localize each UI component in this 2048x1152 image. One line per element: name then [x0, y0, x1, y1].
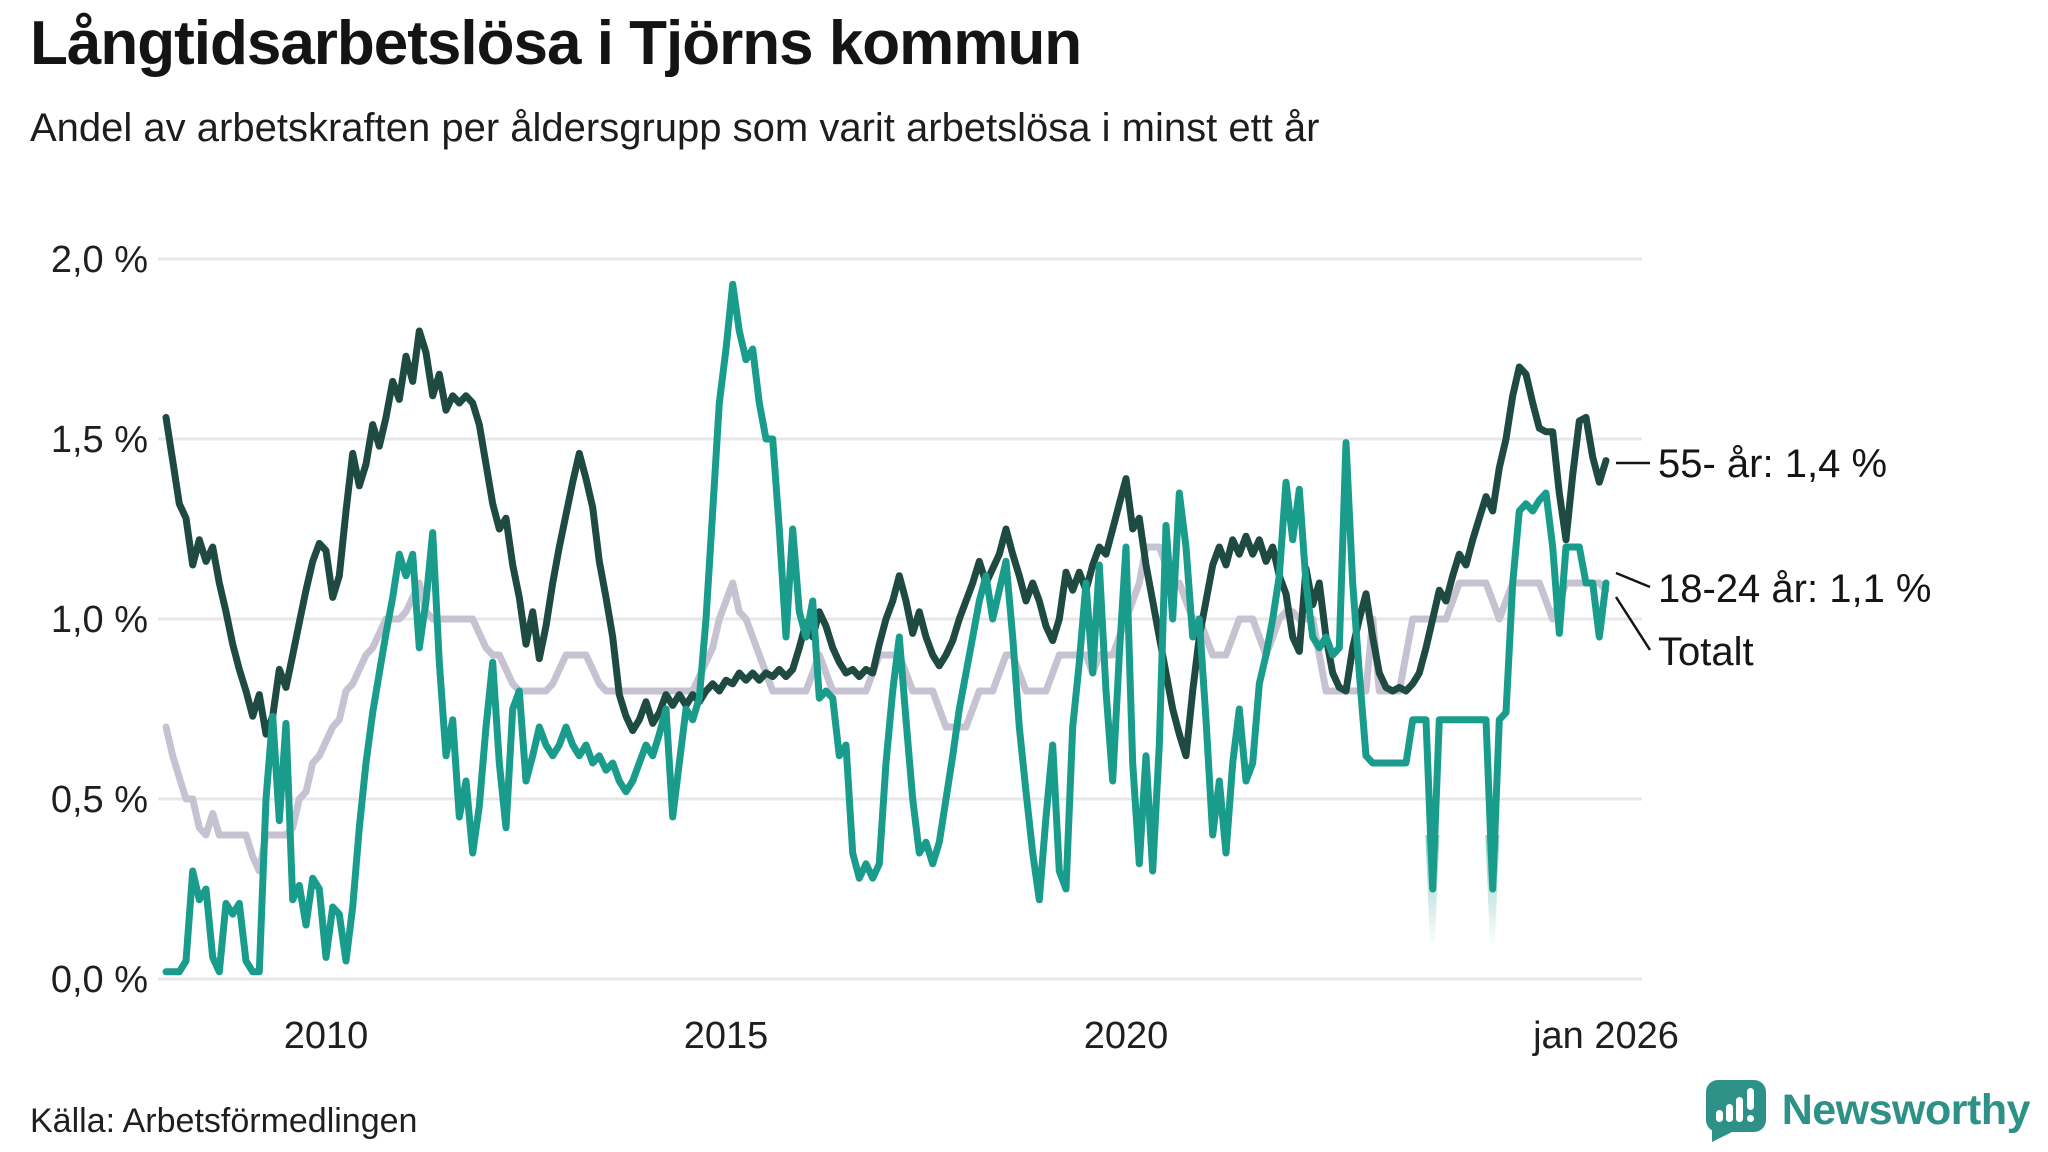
series-line-18-24-r: [162, 280, 1610, 976]
newsworthy-logo-icon: [1705, 1080, 1766, 1142]
annotation-leader-line: [1614, 596, 1652, 651]
series-line-totalt: [162, 543, 1610, 875]
annotation-leader-line: [1615, 571, 1651, 589]
series-annotation-18-24-r: 18-24 år: 1,1 %: [1658, 567, 1932, 611]
logo-bar-3: [1735, 1097, 1743, 1122]
x-tick-label: 2020: [1084, 1015, 1169, 1057]
y-tick-label: 2,0 %: [51, 239, 148, 281]
source-note: Källa: Arbetsförmedlingen: [30, 1102, 418, 1140]
y-tick-label: 1,5 %: [51, 419, 148, 461]
y-tick-label: 1,0 %: [51, 599, 148, 641]
y-tick-label: 0,0 %: [51, 959, 148, 1001]
page-title: Långtidsarbetslösa i Tjörns kommun: [30, 9, 1082, 78]
logo-exclamation-dot: [1746, 1115, 1754, 1122]
x-tick-label: jan 2026: [1532, 1015, 1679, 1057]
chart-subtitle: Andel av arbetskraften per åldersgrupp s…: [30, 106, 1320, 151]
newsworthy-brand: Newsworthy: [1704, 1078, 2031, 1142]
series-annotation-totalt: Totalt: [1658, 630, 1754, 674]
logo-bar-1: [1715, 1110, 1723, 1122]
logo-exclamation-icon: [1746, 1088, 1754, 1110]
y-tick-label: 0,5 %: [51, 779, 148, 821]
x-tick-label: 2015: [684, 1015, 769, 1057]
series-annotation-55-r: 55- år: 1,4 %: [1658, 442, 1887, 486]
x-tick-label: 2010: [284, 1015, 369, 1057]
brand-wordmark: Newsworthy: [1781, 1085, 2031, 1134]
series-line-55-r: [162, 327, 1610, 760]
logo-bar-2: [1725, 1104, 1733, 1122]
chart-header: Långtidsarbetslösa i Tjörns kommun Andel…: [30, 9, 2028, 151]
